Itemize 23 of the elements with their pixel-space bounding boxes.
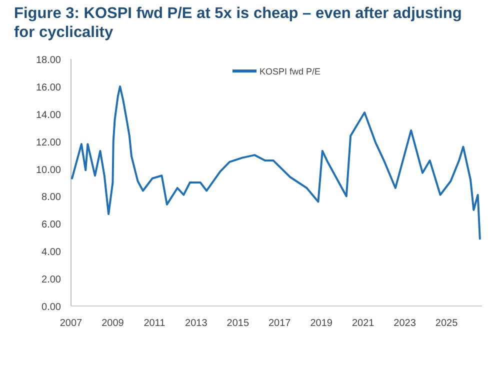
x-tick-label: 2021 bbox=[352, 318, 375, 329]
y-tick-label: 6.00 bbox=[42, 220, 62, 231]
x-tick-label: 2019 bbox=[310, 318, 333, 329]
x-tick-label: 2009 bbox=[102, 318, 124, 329]
x-tick-label: 2015 bbox=[226, 318, 250, 329]
x-tick-label: 2011 bbox=[144, 318, 166, 329]
x-tick-label: 2025 bbox=[435, 318, 458, 329]
x-tick-label: 2023 bbox=[394, 318, 416, 329]
x-tick-label: 2017 bbox=[268, 318, 292, 329]
y-tick-label: 12.00 bbox=[36, 137, 62, 148]
y-tick-label: 2.00 bbox=[42, 274, 62, 286]
y-tick-label: 14.00 bbox=[36, 110, 62, 121]
x-tick-label: 2007 bbox=[60, 318, 83, 329]
x-tick-label: 2013 bbox=[185, 318, 208, 329]
y-tick-label: 10.00 bbox=[36, 164, 62, 176]
y-tick-label: 0.00 bbox=[42, 302, 62, 313]
y-tick-label: 18.00 bbox=[36, 55, 62, 66]
y-tick-label: 16.00 bbox=[36, 82, 62, 94]
chart-title: Figure 3: KOSPI fwd P/E at 5x is cheap – even after adjusting for cyclicality bbox=[14, 5, 462, 41]
y-tick-label: 4.00 bbox=[42, 247, 62, 258]
line-series bbox=[71, 85, 481, 240]
y-tick-label: 8.00 bbox=[42, 192, 62, 204]
legend-label: KOSPI fwd P/E bbox=[260, 66, 321, 76]
